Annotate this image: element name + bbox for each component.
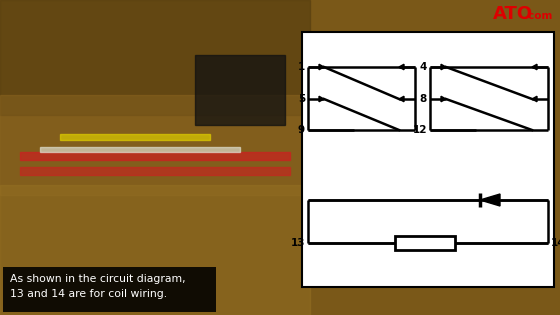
Polygon shape <box>399 64 404 70</box>
Bar <box>0 0 310 115</box>
Bar <box>60 134 210 140</box>
Text: 12: 12 <box>413 125 427 135</box>
Bar <box>40 147 240 152</box>
Bar <box>0 185 310 315</box>
Polygon shape <box>441 64 446 70</box>
Bar <box>195 55 285 125</box>
Bar <box>20 152 290 160</box>
Text: 4: 4 <box>419 62 427 72</box>
Bar <box>0 95 310 195</box>
Text: 14: 14 <box>551 238 560 248</box>
Bar <box>3 267 216 312</box>
Text: 8: 8 <box>420 94 427 104</box>
Polygon shape <box>399 96 404 102</box>
Bar <box>302 32 554 287</box>
Text: As shown in the circuit diagram,
13 and 14 are for coil wiring.: As shown in the circuit diagram, 13 and … <box>10 274 185 299</box>
Polygon shape <box>532 96 537 102</box>
Polygon shape <box>319 64 324 70</box>
Text: 5: 5 <box>298 94 305 104</box>
Polygon shape <box>480 194 500 206</box>
Text: .com: .com <box>524 11 552 21</box>
Text: 9: 9 <box>298 125 305 135</box>
Bar <box>395 236 455 250</box>
Text: ATO: ATO <box>493 5 533 23</box>
Polygon shape <box>532 64 537 70</box>
Text: 1: 1 <box>298 62 305 72</box>
Polygon shape <box>441 96 446 102</box>
Polygon shape <box>319 96 324 102</box>
Text: 13: 13 <box>291 238 305 248</box>
Bar <box>20 167 290 175</box>
